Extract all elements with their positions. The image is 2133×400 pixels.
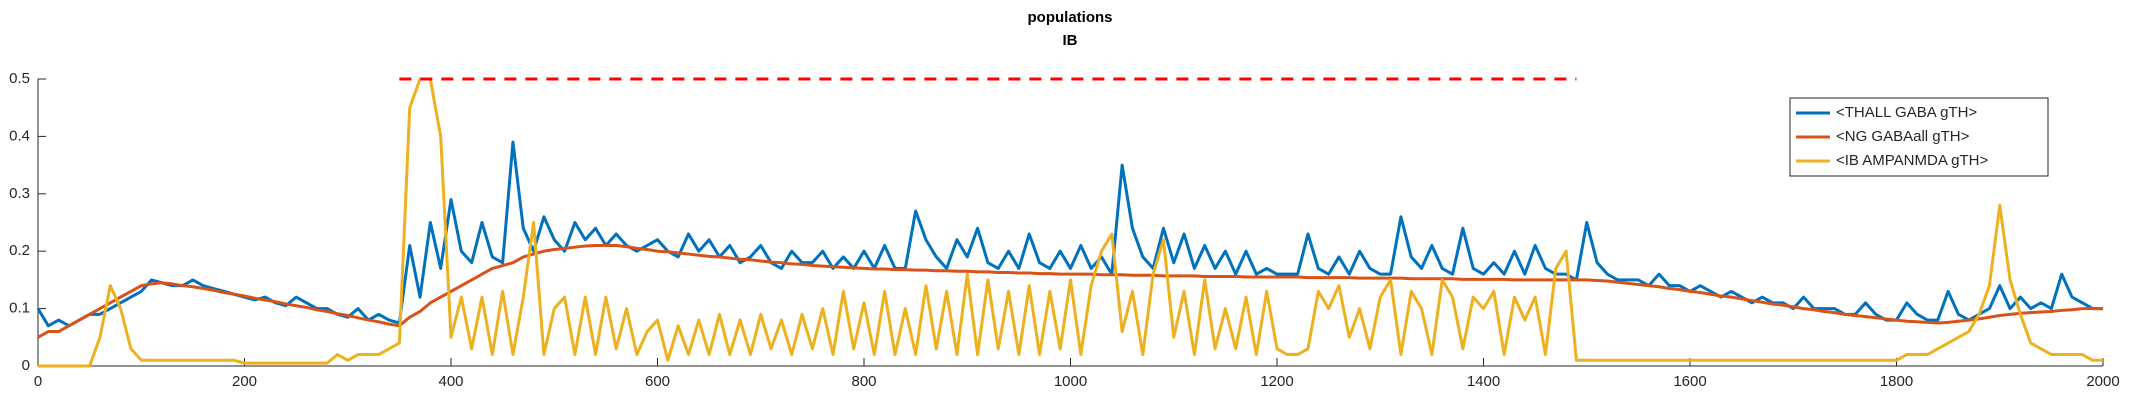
- x-tick-label: 1600: [1673, 373, 1706, 390]
- x-tick-label: 200: [232, 373, 257, 390]
- chart-title: populations: [1028, 9, 1113, 26]
- chart-subtitle: IB: [1063, 32, 1078, 49]
- series-line: [38, 77, 2103, 368]
- x-tick-label: 1400: [1467, 373, 1500, 390]
- x-tick-label: 1800: [1880, 373, 1913, 390]
- series-line: [36, 140, 2103, 328]
- x-tick-label: 600: [645, 373, 670, 390]
- x-tick-label: 400: [438, 373, 463, 390]
- x-tick-label: 2000: [2086, 373, 2119, 390]
- legend-box: [1789, 97, 2049, 177]
- x-tick-label: 1200: [1260, 373, 1293, 390]
- y-tick-label: 0: [22, 357, 30, 374]
- x-tick-label: 0: [34, 373, 42, 390]
- legend-label: <THALL GABA gTH>: [1836, 104, 1977, 121]
- y-tick-label: 0.2: [9, 242, 30, 259]
- legend-label: <IB AMPANMDA gTH>: [1836, 152, 1989, 169]
- x-tick-label: 1000: [1054, 373, 1087, 390]
- y-tick-label: 0.4: [9, 127, 30, 144]
- y-tick-label: 0.1: [9, 300, 30, 317]
- x-tick-label: 800: [851, 373, 876, 390]
- y-tick-label: 0.3: [9, 185, 30, 202]
- y-tick-label: 0.5: [9, 70, 30, 87]
- series-line: [37, 243, 2103, 339]
- legend-label: <NG GABAall gTH>: [1836, 128, 1970, 145]
